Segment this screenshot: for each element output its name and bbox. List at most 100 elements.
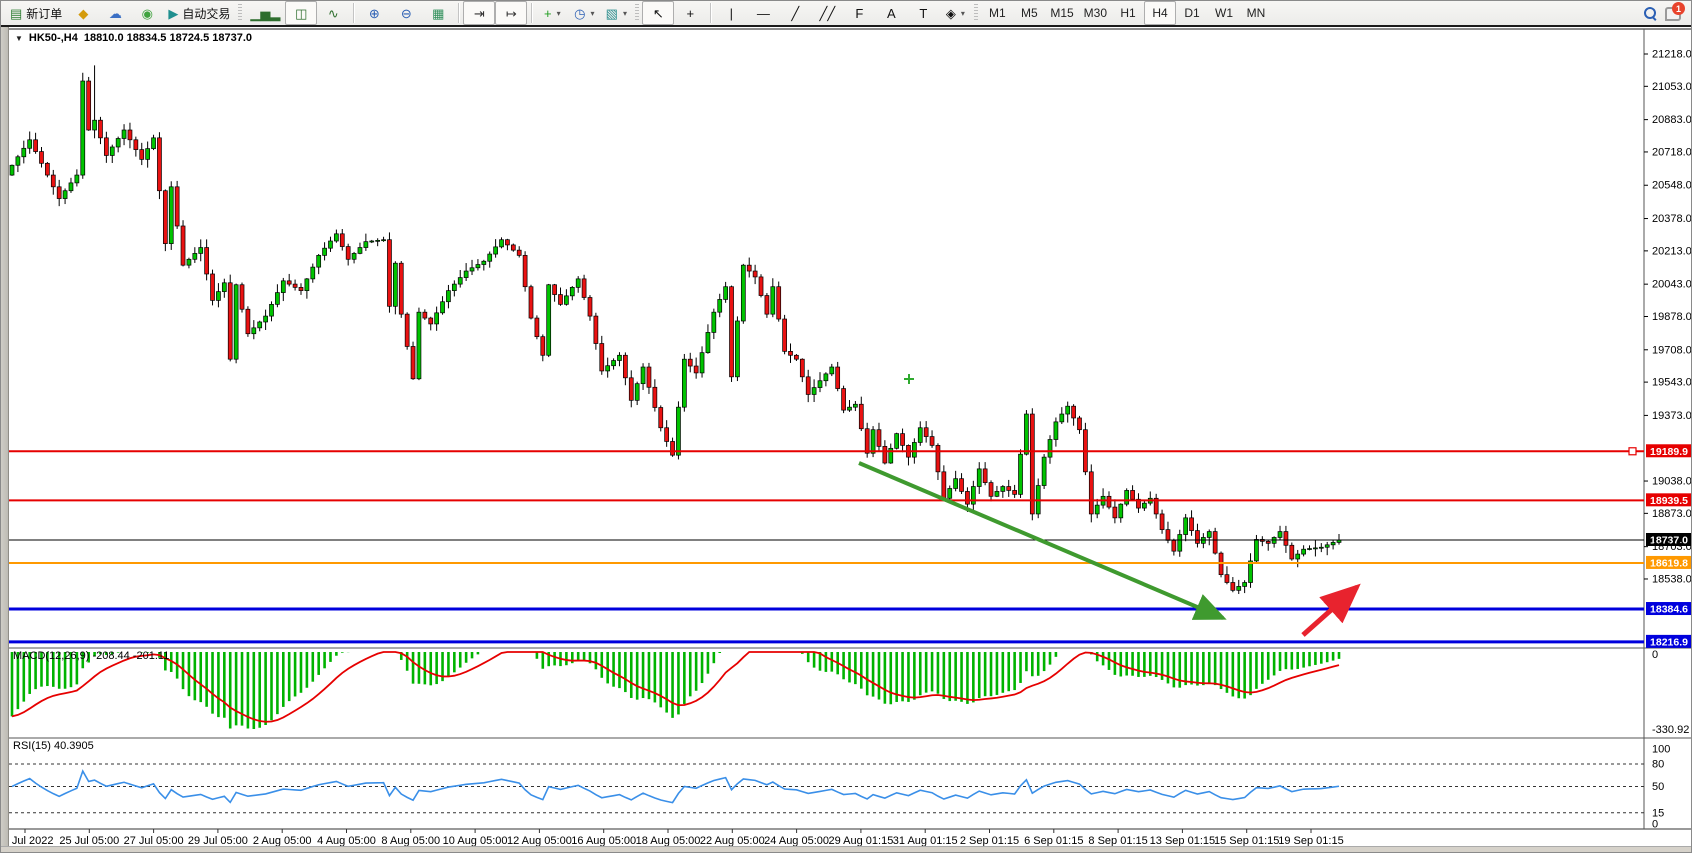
chart-canvas[interactable]: 19189.9 18939.5 18737.0 18619.8 18384.6 18216… xyxy=(1,27,1692,853)
trendline-button[interactable]: ╱ xyxy=(779,1,811,25)
macd-signal-line xyxy=(11,651,1340,723)
tile-windows-button[interactable]: ▦ xyxy=(422,1,454,25)
indicators-icon: + xyxy=(544,5,552,21)
vertical-line-button[interactable]: | xyxy=(715,1,747,25)
timeframe-m1-button[interactable]: M1 xyxy=(988,6,1006,20)
rsi-layer[interactable]: 100 80 50 150 xyxy=(9,744,1670,831)
channel-button[interactable]: ╱╱ xyxy=(811,1,843,25)
plus-marker[interactable] xyxy=(904,374,914,384)
svg-text:2 Aug 05:00: 2 Aug 05:00 xyxy=(253,835,312,847)
support-line-blue-2-tag xyxy=(1646,634,1691,648)
resistance-line-2[interactable]: 18939.5 xyxy=(9,493,1692,507)
time-axis[interactable]: 21 Jul 2022 25 Jul 05:00 27 Jul 05:00 29 Ju… xyxy=(1,829,1344,847)
signals-icon-icon: ☁ xyxy=(108,5,122,21)
notifications-icon[interactable]: 1 xyxy=(1665,2,1685,21)
bottom-window-strip xyxy=(1,846,1691,852)
horizontal-line-button[interactable]: — xyxy=(747,1,779,25)
auto-scroll-icon: ⇥ xyxy=(473,5,485,21)
timeframe-m5-button[interactable]: M5 xyxy=(1020,6,1038,20)
chevron-down-icon: ▾ xyxy=(590,8,595,18)
periods-button[interactable]: ◷ ▾ xyxy=(568,1,600,25)
line-chart-button[interactable]: ∿ xyxy=(317,1,349,25)
svg-text:8 Aug 05:00: 8 Aug 05:00 xyxy=(381,835,440,847)
templates-button[interactable]: ▧ ▾ xyxy=(600,1,632,25)
indicators-button[interactable]: + ▾ xyxy=(536,1,568,25)
svg-text:0: 0 xyxy=(1652,649,1658,661)
svg-text:19708.0: 19708.0 xyxy=(1652,344,1692,356)
candles-layer[interactable] xyxy=(9,65,1342,595)
text-label-button[interactable]: T xyxy=(907,1,939,25)
text-label-icon: T xyxy=(919,5,928,21)
macd-layer[interactable]: 0 -330.92 xyxy=(10,649,1689,736)
search-icon[interactable] xyxy=(1644,6,1657,20)
market-icon-icon: ◆ xyxy=(78,5,89,21)
timeframe-m15-button[interactable]: M15 xyxy=(1050,6,1074,20)
green-trend-arrow[interactable] xyxy=(858,461,1227,620)
chart-shift-button[interactable]: ↦ xyxy=(495,1,528,25)
annotations-layer[interactable] xyxy=(858,374,1361,637)
svg-text:18737.0: 18737.0 xyxy=(1650,534,1688,546)
auto-scroll-button[interactable]: ⇥ xyxy=(463,1,496,25)
svg-text:19 Sep 01:15: 19 Sep 01:15 xyxy=(1278,835,1343,847)
candlestick-chart-icon: ◫ xyxy=(295,5,308,21)
shapes-icon: ◈ xyxy=(945,5,956,21)
line-handle[interactable] xyxy=(1628,447,1637,456)
svg-text:20718.0: 20718.0 xyxy=(1652,146,1692,158)
broadcast-icon-button[interactable]: ◉ xyxy=(131,1,163,25)
toolbar-separator xyxy=(710,3,712,23)
timeframe-h4-button[interactable]: H4 xyxy=(1144,1,1177,25)
svg-text:18703.0: 18703.0 xyxy=(1652,541,1692,553)
trendline-icon: ╱ xyxy=(791,5,800,21)
svg-text:4 Aug 05:00: 4 Aug 05:00 xyxy=(317,835,376,847)
svg-text:18939.5: 18939.5 xyxy=(1650,495,1688,507)
zoom-in-button[interactable]: ⊕ xyxy=(358,1,390,25)
svg-text:12 Aug 05:00: 12 Aug 05:00 xyxy=(507,835,572,847)
svg-text:20378.0: 20378.0 xyxy=(1652,213,1692,225)
timeframe-w1-button[interactable]: W1 xyxy=(1215,6,1234,20)
shapes-button[interactable]: ◈ ▾ xyxy=(939,1,971,25)
chart-zone: 19189.9 18939.5 18737.0 18619.8 18384.6 18216… xyxy=(1,27,1692,853)
level-lines-layer[interactable]: 19189.9 18939.5 18737.0 18619.8 18384.6 18216… xyxy=(9,444,1692,648)
pane-borders xyxy=(1,28,1691,830)
autotrading-button[interactable]: ▶ 自动交易 xyxy=(163,1,235,25)
svg-text:20883.0: 20883.0 xyxy=(1652,114,1692,126)
support-line-blue-1-tag xyxy=(1646,602,1691,616)
svg-text:29 Jul 05:00: 29 Jul 05:00 xyxy=(188,835,248,847)
toolbar-grip xyxy=(974,4,979,22)
svg-text:25 Jul 05:00: 25 Jul 05:00 xyxy=(59,835,119,847)
candlestick-chart-button[interactable]: ◫ xyxy=(285,1,318,25)
toolbar-separator xyxy=(458,3,460,23)
svg-text:19373.0: 19373.0 xyxy=(1652,410,1692,422)
resistance-line-1[interactable]: 19189.9 xyxy=(9,444,1692,458)
red-bounce-arrow[interactable] xyxy=(1301,583,1361,637)
support-line-blue-1[interactable]: 18384.6 xyxy=(9,602,1692,616)
new-order-button[interactable]: ▤ 新订单 xyxy=(5,1,67,25)
timeframe-m30-button[interactable]: M30 xyxy=(1083,6,1108,20)
timeframe-mn-button[interactable]: MN xyxy=(1246,6,1266,20)
timeframe-d1-button[interactable]: D1 xyxy=(1184,6,1200,20)
zoom-out-button[interactable]: ⊖ xyxy=(390,1,422,25)
cursor-button[interactable]: ↖ xyxy=(642,1,675,25)
market-icon-button[interactable]: ◆ xyxy=(67,1,99,25)
svg-text:20213.0: 20213.0 xyxy=(1652,245,1692,257)
crosshair-button[interactable]: + xyxy=(674,1,706,25)
svg-text:19878.0: 19878.0 xyxy=(1652,311,1692,323)
periods-icon: ◷ xyxy=(574,5,586,21)
zoom-in-icon: ⊕ xyxy=(368,5,380,21)
support-line-orange[interactable]: 18619.8 xyxy=(9,555,1692,570)
text-button[interactable]: A xyxy=(875,1,907,25)
price-axis[interactable]: 21218.0 21053.0 20883.0 20718.0 20548.0 20378… xyxy=(1644,49,1692,586)
bar-chart-button[interactable]: ▁▅▂ xyxy=(245,1,285,25)
svg-text:18216.9: 18216.9 xyxy=(1650,636,1688,648)
main-toolbar: ▤ 新订单 ◆ ☁ ◉ ▶ 自动交易 ▁▅▂ ◫ ∿ ⊕ ⊖ ▦ ⇥ ↦ + ▾ ◷ ▾ ▧ ▾ ↖ + | — ╱ ╱╱ F A T ◈ ▾… xyxy=(1,1,1691,27)
collapse-icon[interactable]: ▼ xyxy=(15,33,23,43)
bid-line[interactable]: 18737.0 xyxy=(9,532,1692,547)
support-line-blue-2[interactable]: 18216.9 xyxy=(9,634,1692,649)
fibonacci-button[interactable]: F xyxy=(843,1,875,25)
svg-text:24 Aug 05:00: 24 Aug 05:00 xyxy=(764,835,829,847)
svg-text:15 Sep 01:15: 15 Sep 01:15 xyxy=(1214,835,1279,847)
chevron-down-icon: ▾ xyxy=(622,8,627,18)
timeframe-h1-button[interactable]: H1 xyxy=(1120,6,1136,20)
signals-icon-button[interactable]: ☁ xyxy=(99,1,131,25)
